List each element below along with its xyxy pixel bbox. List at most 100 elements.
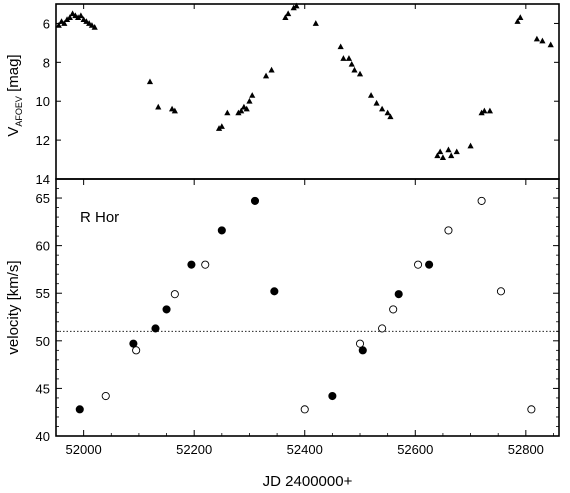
- velocity-point-open: [101, 391, 110, 401]
- magnitude-point: [171, 107, 178, 114]
- velocity-point-filled: [187, 260, 196, 269]
- velocity-point-open: [378, 324, 387, 333]
- magnitude-point: [224, 109, 231, 116]
- magnitude-axis-title-unit: [mag]: [5, 54, 22, 96]
- velocity-y-tick-label: 60: [36, 239, 50, 254]
- magnitude-panel-frame: [55, 3, 560, 180]
- magnitude-point: [268, 66, 275, 73]
- magnitude-point: [539, 37, 546, 44]
- magnitude-point: [77, 12, 84, 19]
- velocity-panel: 40 45 50 55 60 65 52000 52200 52400 52600 52800 R …: [5, 178, 560, 490]
- magnitude-point: [517, 14, 524, 21]
- velocity-point-open: [477, 196, 486, 205]
- magnitude-panel: 6 8 10 12 14 VAFOEV [mag]: [5, 2, 560, 187]
- velocity-y-tick-label: 50: [36, 334, 50, 349]
- velocity-point-filled: [75, 405, 84, 414]
- magnitude-point: [238, 107, 245, 114]
- velocity-y-tick-label: 55: [36, 286, 50, 301]
- magnitude-point: [478, 109, 485, 116]
- magnitude-point: [547, 41, 554, 48]
- magnitude-point: [348, 60, 355, 67]
- velocity-point-open: [300, 405, 309, 414]
- magnitude-y-ticks: 6 8 10 12 14: [36, 4, 559, 187]
- velocity-point-open: [413, 260, 423, 269]
- velocity-y-tick-label: 45: [36, 381, 50, 396]
- magnitude-point: [66, 14, 73, 21]
- velocity-point-filled: [425, 260, 434, 269]
- magnitude-point: [235, 109, 242, 116]
- jd-tick-label: 52800: [508, 442, 544, 457]
- magnitude-point: [379, 105, 386, 112]
- velocity-axis-title: velocity [km/s]: [5, 260, 22, 354]
- magnitude-point: [367, 92, 375, 98]
- jd-tick-label: 52400: [287, 442, 323, 457]
- magnitude-point: [312, 20, 319, 26]
- magnitude-point: [445, 146, 452, 153]
- magnitude-points: [55, 2, 554, 161]
- velocity-point-open: [201, 260, 210, 269]
- velocity-point-open: [496, 287, 506, 296]
- magnitude-point: [387, 113, 394, 120]
- magnitude-point: [155, 103, 162, 110]
- jd-axis-title: JD 2400000+: [263, 473, 353, 490]
- magnitude-tick-label: 12: [36, 133, 50, 148]
- velocity-y-tick-label: 65: [36, 191, 50, 206]
- magnitude-point: [249, 92, 256, 98]
- magnitude-point: [262, 72, 270, 79]
- magnitude-point: [285, 10, 292, 17]
- magnitude-axis-title-sub: AFOEV: [14, 96, 24, 127]
- jd-tick-label: 52200: [176, 442, 212, 457]
- magnitude-tick-label: 14: [36, 172, 50, 187]
- magnitude-point: [351, 66, 358, 73]
- velocity-point-open: [389, 305, 398, 314]
- magnitude-tick-label: 8: [43, 55, 50, 70]
- magnitude-point: [467, 142, 474, 149]
- magnitude-point: [437, 148, 444, 155]
- velocity-point-filled: [250, 196, 260, 205]
- magnitude-point: [215, 125, 223, 131]
- magnitude-point: [486, 107, 494, 114]
- magnitude-point: [75, 14, 82, 21]
- velocity-point-filled: [270, 287, 279, 296]
- jd-tick-label: 52000: [66, 442, 102, 457]
- velocity-point-open: [170, 290, 179, 299]
- velocity-panel-frame: [55, 178, 560, 437]
- magnitude-point: [293, 2, 300, 9]
- magnitude-point: [340, 55, 347, 61]
- velocity-point-filled: [328, 391, 337, 401]
- magnitude-point: [91, 24, 98, 30]
- magnitude-point: [246, 97, 253, 104]
- velocity-point-open: [132, 346, 141, 355]
- magnitude-point: [439, 154, 447, 161]
- magnitude-point: [243, 105, 250, 112]
- magnitude-point: [448, 152, 455, 159]
- velocity-point-open: [444, 226, 453, 235]
- velocity-point-filled: [394, 290, 403, 299]
- magnitude-point: [290, 4, 297, 11]
- magnitude-point: [55, 22, 62, 28]
- velocity-y-tick-label: 40: [36, 429, 50, 444]
- velocity-axis-ticks: 40 45 50 55 60 65 52000 52200 52400 52600 52800: [36, 179, 559, 457]
- velocity-point-filled: [358, 346, 367, 355]
- star-name-label: R Hor: [80, 209, 119, 226]
- velocity-points: [75, 196, 536, 414]
- magnitude-tick-label: 6: [43, 16, 50, 31]
- velocity-point-filled: [162, 305, 171, 314]
- magnitude-tick-label: 10: [36, 94, 50, 109]
- magnitude-point: [453, 148, 460, 155]
- velocity-point-filled: [151, 324, 160, 333]
- magnitude-point: [384, 109, 391, 116]
- magnitude-point: [345, 55, 353, 61]
- magnitude-point: [63, 16, 71, 22]
- magnitude-point: [373, 99, 380, 106]
- magnitude-point: [146, 78, 154, 85]
- magnitude-point: [337, 43, 344, 50]
- magnitude-point: [356, 70, 364, 77]
- jd-tick-label: 52600: [397, 442, 433, 457]
- magnitude-point: [282, 14, 289, 21]
- velocity-point-filled: [129, 339, 138, 348]
- magnitude-point: [61, 20, 68, 26]
- magnitude-point: [514, 18, 521, 24]
- velocity-point-open: [355, 339, 365, 348]
